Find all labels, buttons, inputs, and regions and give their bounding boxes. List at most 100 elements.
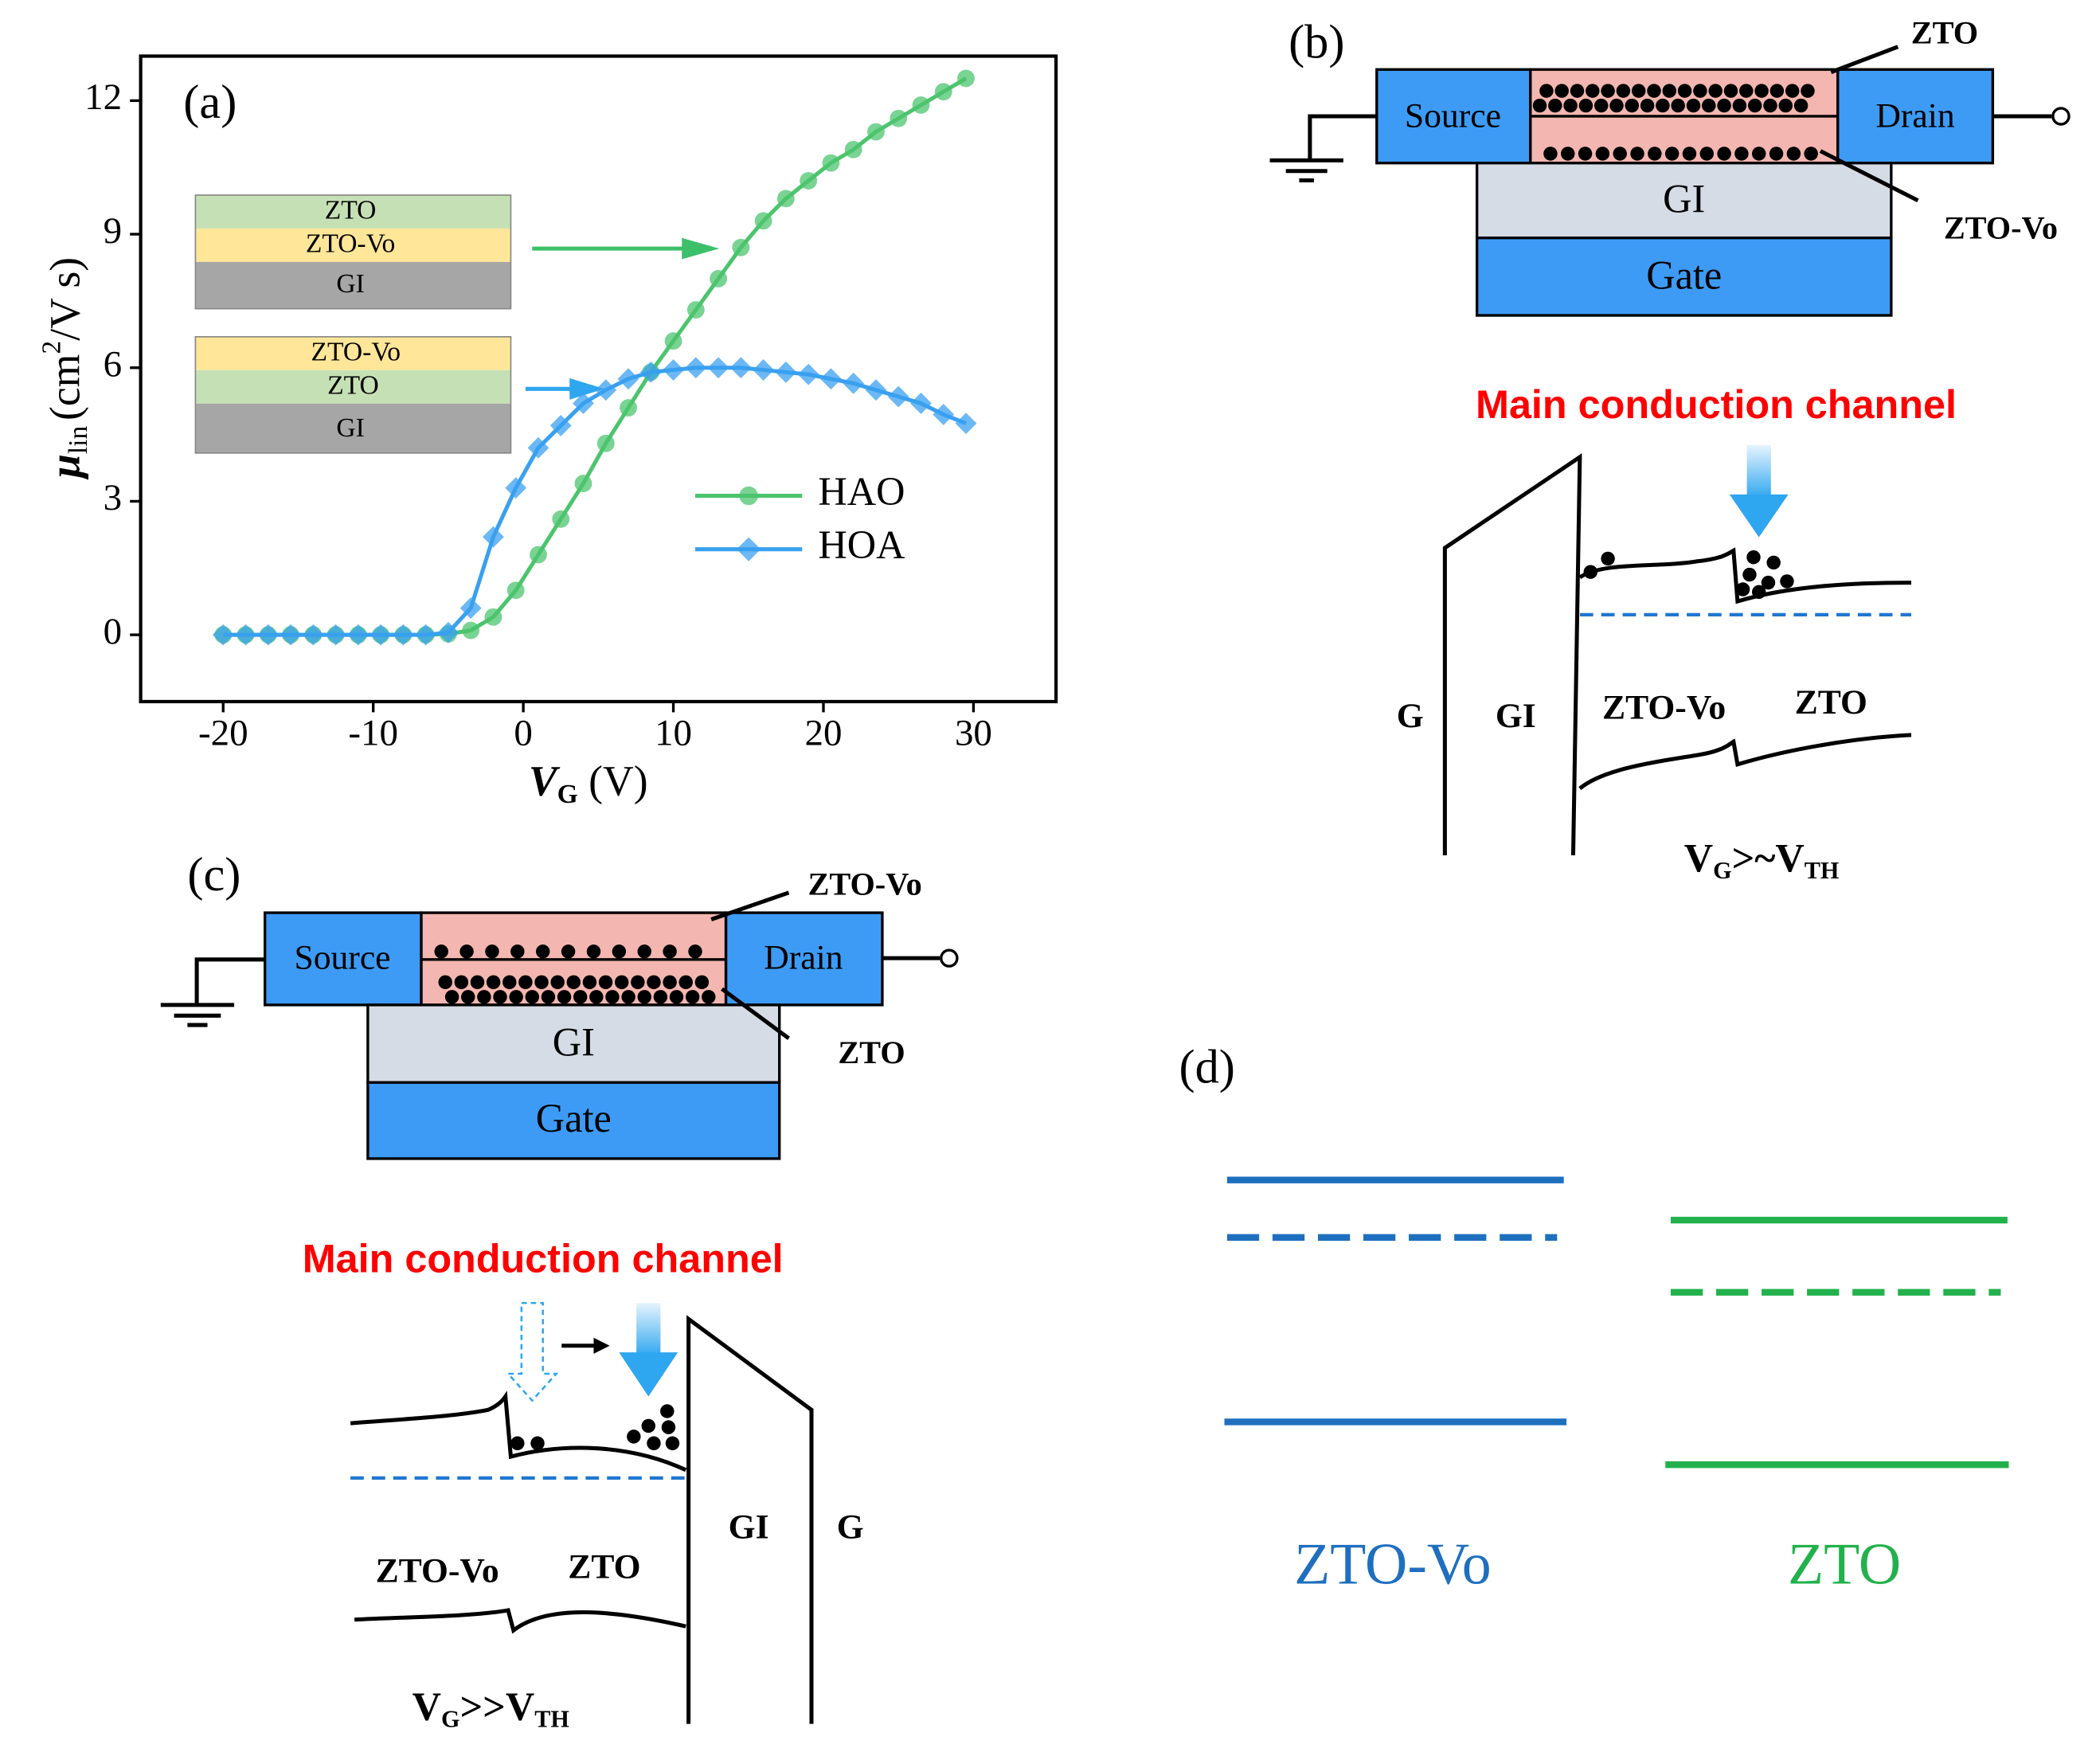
data-point [775,361,797,383]
layer [195,261,511,309]
electron [493,990,507,1004]
x-axis-label: VG (V) [529,757,648,809]
data-point [370,624,392,646]
electron [1613,147,1627,161]
ground [1269,114,1377,183]
electron [589,990,604,1004]
electron [661,1420,676,1434]
layer [195,228,511,262]
electron [637,990,651,1004]
gate [366,1081,781,1160]
electron [1578,147,1593,161]
condition: VG>>VTH [413,1684,569,1732]
electron [1751,585,1766,600]
electron [1746,550,1761,565]
plot-frame [139,54,1058,704]
arrowhead [569,377,604,400]
drain-label: Drain [764,939,843,977]
gi-label: GI [553,1019,595,1064]
electron [1656,98,1670,113]
electron [1761,575,1776,590]
layer-label: ZTO [1911,15,1978,51]
electron [461,990,475,1004]
region-label: ZTO [1795,683,1867,722]
pointer [1819,149,1919,202]
data-point [686,301,705,319]
data-point [483,526,504,548]
source-label: Source [294,939,390,977]
electron [1804,147,1818,161]
electron [1717,98,1731,113]
data-point [325,624,347,646]
electron [647,1436,661,1450]
electron [1586,84,1600,98]
electron [509,990,523,1004]
layer [195,370,511,404]
layer-label: GI [336,413,364,443]
data-point [710,270,727,287]
electron [557,990,572,1004]
electron [1682,147,1697,161]
layer-label: ZTO-Vo [1944,210,2058,246]
region-label: ZTO-Vo [376,1552,499,1590]
region-label: G [1397,697,1424,735]
panel-label: (d) [1179,1041,1234,1094]
arrowhead [593,1337,610,1354]
electron [641,1418,655,1433]
electron [444,990,459,1004]
data-point [437,621,459,643]
electron [1793,98,1809,113]
data-point [620,399,637,417]
data-point [639,361,662,383]
electron [1601,84,1615,98]
data-point [235,624,256,646]
data-point [415,624,437,646]
data-point [933,404,955,425]
electron [1723,84,1738,98]
electron [612,945,627,959]
gate-insulator [366,1003,781,1084]
terminal [940,948,959,968]
electron [485,945,499,959]
electron [1625,98,1640,113]
electron [1561,147,1575,161]
electron [1616,84,1631,98]
electron [530,1436,545,1450]
inset-frame [194,336,512,454]
arrow [636,1303,661,1357]
data-point [549,414,572,436]
arrow [1746,444,1771,499]
data-point [530,546,547,564]
data-point [890,109,908,127]
electron [598,975,613,990]
electron [1554,84,1569,98]
region-label: GI [1496,697,1536,735]
electron [1595,147,1610,161]
electron [1734,147,1749,161]
valence-band [354,1608,686,1634]
electron [1751,147,1766,161]
gate-label: Gate [536,1096,612,1140]
electron [1717,147,1731,161]
electron [561,945,576,959]
layer [195,403,511,453]
data-point [865,379,887,401]
electron [510,945,525,959]
layer-label: GI [336,269,364,299]
data-point [797,363,819,385]
pointer [710,890,790,921]
x-tick-label: 10 [655,712,692,753]
data-point [212,624,234,646]
conduction-band [350,1390,687,1473]
data-point [912,96,930,114]
source-label: Source [1405,96,1501,135]
layer [195,336,511,370]
x-tick-label: -10 [348,712,398,753]
electron [637,945,651,959]
layer-label: ZTO-Vo [808,866,921,902]
condition: VG>~VTH [1684,835,1840,884]
arrowhead [682,237,720,260]
electron [1769,147,1784,161]
electron [1630,147,1644,161]
data-point [595,379,617,401]
